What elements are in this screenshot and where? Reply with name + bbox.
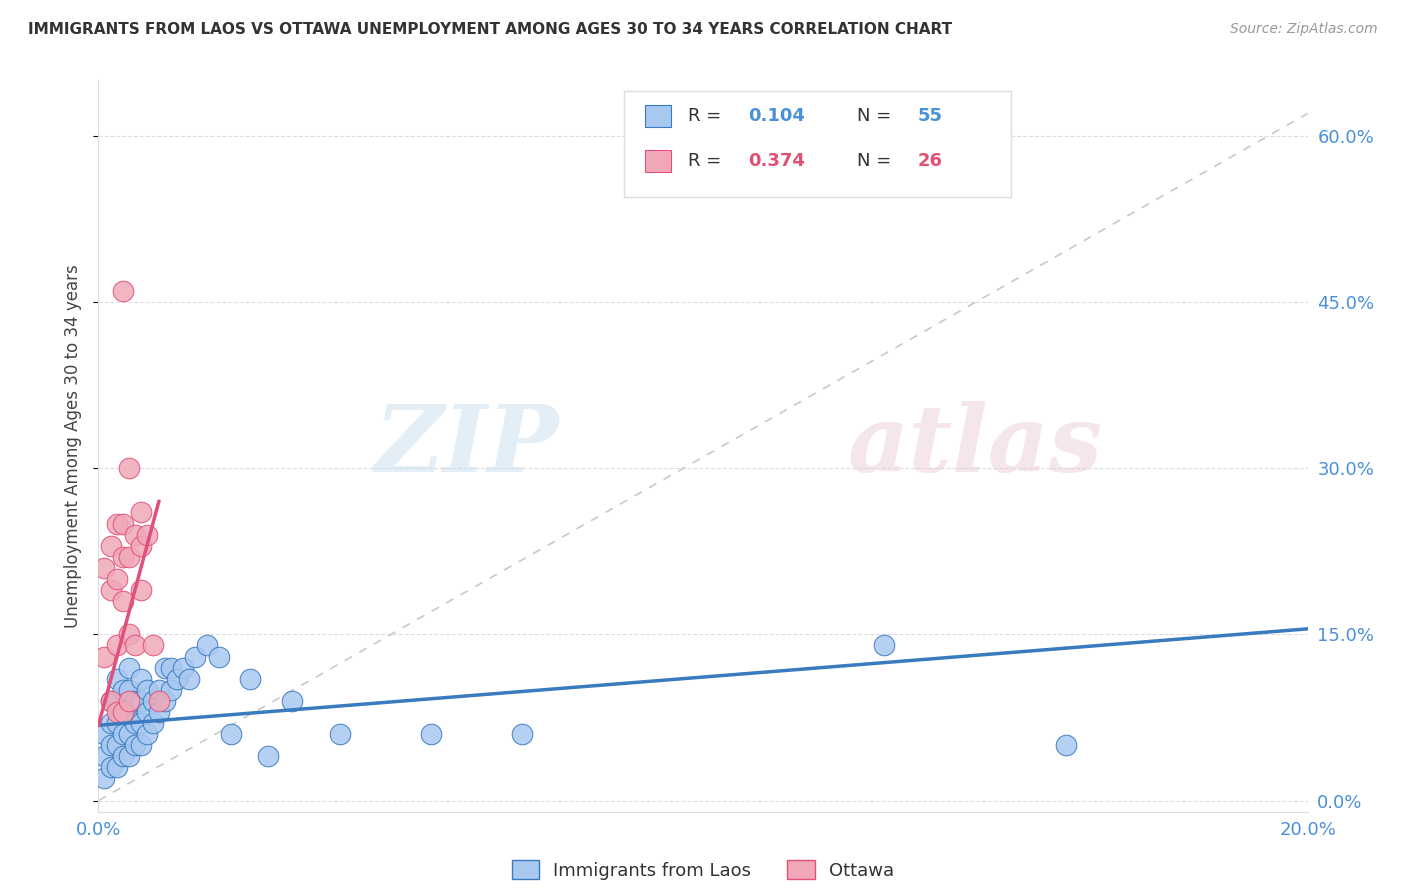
Point (172, 660, 194, 674)
Point (111, 705, 134, 719)
Point (105, 694, 128, 708)
Point (105, 639, 128, 653)
Point (153, 660, 176, 674)
Point (124, 639, 146, 653)
Point (329, 727, 352, 741)
Point (195, 639, 218, 653)
FancyBboxPatch shape (645, 105, 671, 127)
Point (105, 672, 128, 686)
Point (160, 682, 183, 697)
Point (124, 738, 146, 752)
Point (662, 161, 685, 176)
Point (129, 583, 152, 598)
Point (111, 749, 134, 764)
Text: 0.374: 0.374 (748, 153, 806, 170)
Point (118, 727, 141, 741)
Point (129, 716, 152, 731)
Point (184, 649, 207, 664)
Point (129, 694, 152, 708)
Point (135, 705, 157, 719)
FancyBboxPatch shape (645, 151, 671, 172)
Point (135, 682, 157, 697)
Y-axis label: Unemployment Among Ages 30 to 34 years: Unemployment Among Ages 30 to 34 years (65, 264, 83, 628)
Legend: Immigrants from Laos, Ottawa: Immigrants from Laos, Ottawa (505, 853, 901, 887)
Text: R =: R = (688, 107, 727, 125)
Point (166, 672, 188, 686)
Text: atlas: atlas (848, 401, 1104, 491)
Point (93, 749, 115, 764)
Point (124, 694, 146, 708)
Point (129, 506, 152, 520)
Text: IMMIGRANTS FROM LAOS VS OTTAWA UNEMPLOYMENT AMONG AGES 30 TO 34 YEARS CORRELATIO: IMMIGRANTS FROM LAOS VS OTTAWA UNEMPLOYM… (28, 22, 952, 37)
Point (118, 461, 141, 475)
Point (100, 716, 122, 731)
Point (118, 627, 141, 641)
Point (256, 749, 278, 764)
Point (239, 672, 262, 686)
Text: 0.104: 0.104 (748, 107, 806, 125)
Point (111, 682, 134, 697)
Point (135, 727, 157, 741)
Point (118, 749, 141, 764)
Point (873, 639, 896, 653)
Text: N =: N = (858, 153, 897, 170)
Point (100, 738, 122, 752)
Text: R =: R = (688, 153, 727, 170)
Point (148, 682, 170, 697)
Point (118, 549, 141, 564)
Point (1054, 738, 1077, 752)
Point (142, 716, 165, 731)
Point (148, 705, 170, 719)
Point (129, 539, 152, 553)
Point (124, 716, 146, 731)
Point (111, 284, 134, 298)
Point (179, 672, 201, 686)
Point (93, 727, 115, 741)
Point (510, 727, 533, 741)
Point (105, 738, 128, 752)
Point (100, 760, 122, 774)
Point (100, 583, 122, 598)
Point (93, 561, 115, 575)
Point (105, 760, 128, 774)
Point (153, 694, 176, 708)
Point (124, 527, 146, 541)
Point (129, 672, 152, 686)
Point (118, 694, 141, 708)
Point (93, 649, 115, 664)
Point (281, 694, 304, 708)
FancyBboxPatch shape (624, 91, 1011, 197)
Point (420, 727, 443, 741)
Text: ZIP: ZIP (374, 401, 558, 491)
Point (208, 649, 231, 664)
Point (105, 572, 128, 586)
Point (105, 716, 128, 731)
Text: Source: ZipAtlas.com: Source: ZipAtlas.com (1230, 22, 1378, 37)
Point (100, 539, 122, 553)
Point (111, 516, 134, 531)
Point (100, 694, 122, 708)
Point (135, 527, 157, 541)
Text: N =: N = (858, 107, 897, 125)
Point (111, 594, 134, 608)
Point (142, 694, 165, 708)
Point (118, 705, 141, 719)
Point (111, 727, 134, 741)
Point (118, 682, 141, 697)
Text: 55: 55 (918, 107, 943, 125)
Point (142, 639, 165, 653)
Point (105, 705, 128, 719)
Point (111, 549, 134, 564)
Point (100, 694, 122, 708)
Point (221, 727, 243, 741)
Point (105, 516, 128, 531)
Point (118, 660, 141, 674)
Point (160, 660, 183, 674)
Point (129, 738, 152, 752)
Point (148, 694, 170, 708)
Text: 26: 26 (918, 153, 943, 170)
Point (93, 772, 115, 786)
Point (111, 705, 134, 719)
